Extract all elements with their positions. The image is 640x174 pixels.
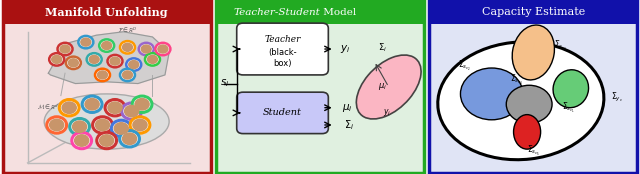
Ellipse shape [460, 68, 523, 120]
Ellipse shape [51, 55, 63, 64]
Ellipse shape [72, 132, 92, 149]
Ellipse shape [99, 39, 114, 52]
FancyBboxPatch shape [237, 23, 328, 75]
Text: $\mathcal{M}\in\mathbb{R}^d$: $\mathcal{M}\in\mathbb{R}^d$ [37, 103, 60, 112]
Text: Teacher-Student: Teacher-Student [233, 8, 320, 17]
Ellipse shape [80, 37, 92, 47]
Ellipse shape [438, 42, 604, 160]
Ellipse shape [86, 53, 102, 66]
Ellipse shape [145, 53, 160, 66]
Ellipse shape [68, 58, 79, 68]
Text: $s_i$: $s_i$ [220, 78, 229, 89]
Bar [3, 1, 211, 24]
Text: box): box) [273, 59, 292, 68]
Ellipse shape [105, 100, 125, 116]
Text: Capacity Estimate: Capacity Estimate [482, 7, 585, 17]
Text: Student: Student [263, 108, 302, 117]
Ellipse shape [122, 70, 133, 80]
Text: $\Sigma_{s_{c_5}}$: $\Sigma_{s_{c_5}}$ [527, 144, 540, 158]
Text: Model: Model [320, 8, 356, 17]
Text: Manifold Unfolding: Manifold Unfolding [45, 7, 168, 18]
Ellipse shape [122, 43, 133, 52]
Ellipse shape [107, 101, 123, 114]
Ellipse shape [95, 118, 110, 131]
Ellipse shape [132, 118, 148, 131]
Ellipse shape [66, 57, 81, 69]
Text: $\Sigma_{s_{c_4}}$: $\Sigma_{s_{c_4}}$ [510, 73, 524, 87]
Ellipse shape [60, 44, 71, 54]
Text: $\mu_i$: $\mu_i$ [342, 102, 353, 114]
Ellipse shape [356, 55, 421, 119]
Ellipse shape [44, 94, 169, 149]
Ellipse shape [506, 85, 552, 123]
Ellipse shape [134, 98, 150, 111]
Text: $y_i$: $y_i$ [340, 43, 350, 55]
Ellipse shape [139, 43, 154, 55]
Ellipse shape [88, 55, 100, 64]
Ellipse shape [147, 55, 158, 64]
Ellipse shape [109, 56, 121, 66]
Ellipse shape [93, 117, 113, 133]
Text: $y_i$: $y_i$ [383, 107, 390, 118]
Ellipse shape [553, 70, 589, 108]
Bar [429, 1, 637, 24]
Ellipse shape [101, 41, 113, 50]
Ellipse shape [156, 43, 170, 55]
Text: $\Sigma_{s_{c_1}}$: $\Sigma_{s_{c_1}}$ [562, 101, 575, 115]
Ellipse shape [120, 130, 140, 147]
Ellipse shape [122, 132, 138, 145]
Ellipse shape [141, 44, 152, 54]
Ellipse shape [60, 100, 79, 116]
Ellipse shape [47, 117, 67, 133]
Text: $\Sigma_i$: $\Sigma_i$ [344, 118, 354, 132]
Ellipse shape [122, 103, 141, 119]
Ellipse shape [61, 101, 77, 114]
Ellipse shape [113, 122, 129, 135]
Text: $\Sigma_{s_{c_2}}$: $\Sigma_{s_{c_2}}$ [458, 59, 471, 73]
Ellipse shape [108, 55, 122, 67]
Polygon shape [49, 32, 169, 84]
Ellipse shape [120, 41, 135, 54]
Ellipse shape [95, 69, 110, 81]
Text: Teacher: Teacher [264, 35, 301, 44]
Ellipse shape [126, 58, 141, 71]
Ellipse shape [58, 43, 72, 55]
Ellipse shape [128, 60, 140, 69]
Ellipse shape [124, 105, 140, 118]
Ellipse shape [111, 120, 131, 137]
Ellipse shape [512, 25, 554, 80]
Bar [216, 1, 424, 24]
Text: $\Sigma_{s_{c_3}}$: $\Sigma_{s_{c_3}}$ [554, 38, 567, 53]
Ellipse shape [72, 120, 88, 133]
Ellipse shape [49, 118, 65, 131]
Ellipse shape [120, 69, 135, 81]
Ellipse shape [82, 96, 102, 112]
Ellipse shape [97, 70, 108, 80]
Ellipse shape [49, 53, 64, 66]
Text: $\mu_i$: $\mu_i$ [378, 81, 387, 93]
Ellipse shape [84, 98, 100, 111]
Ellipse shape [513, 115, 541, 149]
Text: $\Sigma_{y_c}$: $\Sigma_{y_c}$ [611, 91, 623, 104]
Ellipse shape [157, 44, 168, 54]
Ellipse shape [74, 134, 90, 147]
Text: $\Sigma_i$: $\Sigma_i$ [378, 41, 387, 54]
Text: $\mathcal{F}\in\mathbb{R}^D$: $\mathcal{F}\in\mathbb{R}^D$ [118, 25, 137, 35]
Ellipse shape [132, 96, 152, 112]
Ellipse shape [78, 36, 93, 48]
Text: (black-: (black- [268, 48, 297, 57]
Ellipse shape [70, 118, 90, 135]
Ellipse shape [97, 132, 116, 149]
Ellipse shape [99, 134, 115, 147]
Ellipse shape [130, 117, 150, 133]
FancyBboxPatch shape [237, 92, 328, 134]
